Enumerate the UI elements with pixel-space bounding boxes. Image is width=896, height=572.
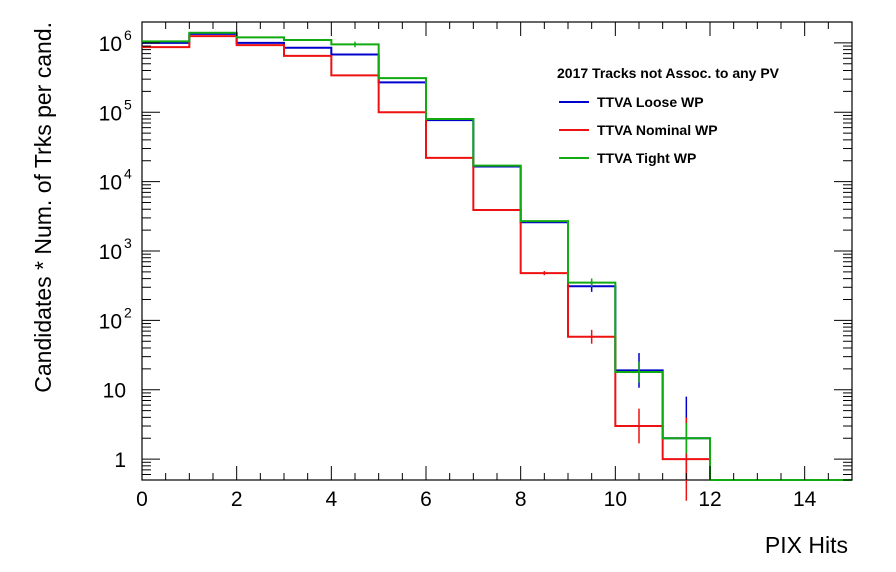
x-tick-label: 0 — [136, 488, 148, 511]
y-tick-label: 1 — [114, 449, 126, 472]
series-1 — [142, 32, 852, 481]
x-tick-label: 14 — [793, 488, 817, 511]
legend-label: TTVA Nominal WP — [597, 122, 718, 138]
series-step-line — [142, 35, 852, 481]
x-tick-label: 6 — [420, 488, 432, 511]
series-3 — [142, 31, 852, 481]
y-tick-label: 10 — [99, 310, 122, 333]
series-2 — [142, 35, 852, 501]
x-axis-label: PIX Hits — [765, 532, 848, 558]
series-step-line — [142, 31, 852, 481]
y-tick-exponent: 2 — [124, 304, 132, 320]
x-tick-label: 4 — [325, 488, 337, 511]
y-tick-exponent: 3 — [124, 235, 132, 251]
legend: 2017 Tracks not Assoc. to any PV TTVA Lo… — [557, 65, 780, 166]
legend-label: TTVA Tight WP — [597, 150, 696, 166]
x-tick-label: 12 — [698, 488, 721, 511]
y-tick-exponent: 4 — [124, 166, 132, 182]
plot-frame — [141, 21, 853, 481]
x-tick-label: 2 — [231, 488, 243, 511]
y-tick-label: 10 — [99, 33, 122, 56]
y-tick-label: 10 — [99, 172, 122, 195]
x-tick-label: 10 — [604, 488, 627, 511]
y-tick-label: 10 — [99, 241, 122, 264]
y-tick-exponent: 5 — [124, 96, 132, 112]
x-tick-label: 8 — [515, 488, 527, 511]
y-tick-exponent: 6 — [124, 27, 132, 43]
series-step-line — [142, 32, 852, 481]
series-layer — [142, 31, 852, 501]
y-tick-label: 10 — [99, 102, 122, 125]
legend-title: 2017 Tracks not Assoc. to any PV — [557, 65, 780, 81]
y-axis-label: Candidates * Num. of Trks per cand. — [30, 22, 56, 393]
legend-label: TTVA Loose WP — [597, 94, 704, 110]
y-tick-label: 10 — [103, 380, 126, 403]
